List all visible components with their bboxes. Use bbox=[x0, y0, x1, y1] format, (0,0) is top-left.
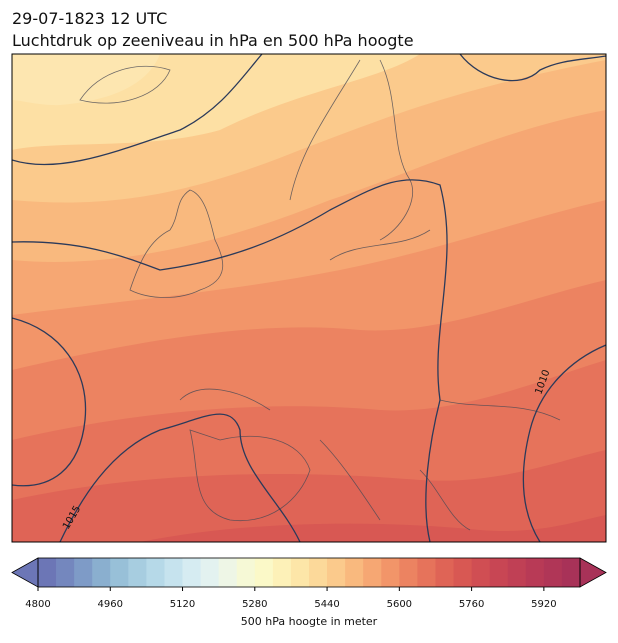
colorbar-tick-label: 5440 bbox=[314, 599, 339, 610]
band bbox=[12, 54, 160, 106]
colorbar-segment bbox=[309, 558, 328, 587]
isobar bbox=[12, 317, 87, 487]
colorbar-segment bbox=[363, 558, 382, 587]
colorbar-tick-label: 4960 bbox=[98, 599, 123, 610]
colorbar-extend-high bbox=[579, 557, 607, 588]
coastline bbox=[319, 399, 561, 531]
colorbar-tick-label: 5760 bbox=[459, 599, 484, 610]
colorbar-segment bbox=[74, 558, 93, 587]
colorbar-segment bbox=[200, 558, 220, 587]
colorbar-segment bbox=[110, 558, 129, 587]
coastline bbox=[79, 65, 171, 104]
colorbar-segment bbox=[399, 558, 418, 587]
colorbar-segment bbox=[128, 558, 147, 587]
colorbar-segment bbox=[254, 558, 274, 587]
band bbox=[12, 450, 606, 542]
colorbar-tick-label: 5280 bbox=[242, 599, 267, 610]
colorbar-segment bbox=[218, 558, 238, 587]
coastline bbox=[129, 189, 224, 298]
isobar bbox=[59, 413, 301, 542]
colorbar-segment bbox=[327, 558, 346, 587]
colorbar-label: 500 hPa hoogte in meter bbox=[241, 615, 378, 628]
colorbar-segment bbox=[561, 558, 581, 587]
colorbar-segment bbox=[146, 558, 165, 587]
isobar bbox=[522, 344, 606, 542]
isobar bbox=[459, 54, 606, 82]
map-area bbox=[12, 54, 606, 542]
map-frame bbox=[11, 53, 607, 543]
isobar bbox=[12, 179, 448, 542]
coastline bbox=[289, 59, 431, 261]
colorbar-extend-low bbox=[11, 557, 39, 588]
colorbar-segment bbox=[236, 558, 256, 587]
colorbar-segment bbox=[435, 558, 455, 587]
colorbar-segment bbox=[525, 558, 545, 587]
colorbar-segment bbox=[417, 558, 436, 587]
colorbar-frame bbox=[37, 557, 581, 588]
colorbar-segment bbox=[38, 558, 57, 587]
colorbar-segment bbox=[489, 558, 509, 587]
colorbar-segment bbox=[272, 558, 292, 587]
coastline bbox=[179, 388, 311, 522]
colorbar-segment bbox=[290, 558, 310, 587]
colorbar-segment bbox=[164, 558, 184, 587]
colorbar-segment bbox=[92, 558, 111, 587]
colorbar-segment bbox=[56, 558, 75, 587]
map-title: 29-07-1823 12 UTC bbox=[12, 9, 167, 28]
colorbar-segment bbox=[345, 558, 364, 587]
colorbar-segment bbox=[182, 558, 202, 587]
map-subtitle: Luchtdruk op zeeniveau in hPa en 500 hPa… bbox=[12, 31, 414, 50]
colorbar-segment bbox=[453, 558, 473, 587]
isobar bbox=[12, 54, 263, 166]
colorbar-segment bbox=[543, 558, 563, 587]
colorbar-tick-label: 5600 bbox=[387, 599, 412, 610]
colorbar-tick-label: 5920 bbox=[531, 599, 556, 610]
colorbar-tick-label: 4800 bbox=[25, 599, 50, 610]
band bbox=[140, 515, 606, 542]
colorbar-segment bbox=[507, 558, 527, 587]
colorbar-tick-label: 5120 bbox=[170, 599, 195, 610]
colorbar-segment bbox=[381, 558, 400, 587]
colorbar-segment bbox=[471, 558, 491, 587]
